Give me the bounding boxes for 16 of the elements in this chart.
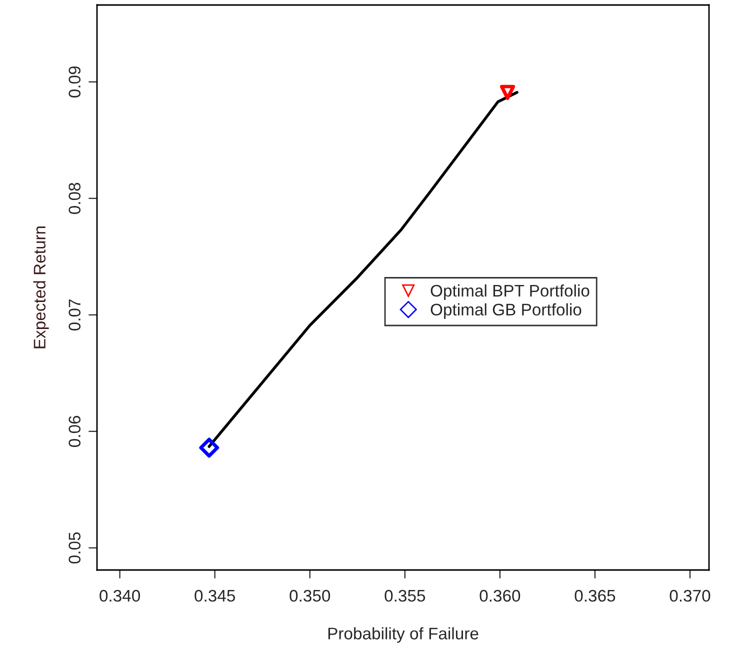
x-tick-label: 0.355 [384,590,426,602]
x-axis-title: Probability of Failure [328,627,478,643]
x-tick-label: 0.345 [194,590,235,602]
y-tick-label: 0.08 [68,182,81,214]
x-tick-label: 0.350 [290,590,330,602]
y-tick-label: 0.09 [68,66,81,98]
x-tick-label: 0.360 [480,590,520,602]
y-axis-title: Expected Return [33,226,49,348]
y-tick-label: 0.06 [68,416,81,447]
x-tick-label: 0.365 [574,590,616,602]
legend-label: Optimal BPT Portfolio [430,284,590,300]
legend-label: Optimal GB Portfolio [430,303,582,319]
x-tick-label: 0.340 [100,590,140,602]
x-tick-label: 0.370 [670,590,710,602]
y-tick-label: 0.05 [68,532,81,564]
y-tick-label: 0.07 [68,299,81,330]
